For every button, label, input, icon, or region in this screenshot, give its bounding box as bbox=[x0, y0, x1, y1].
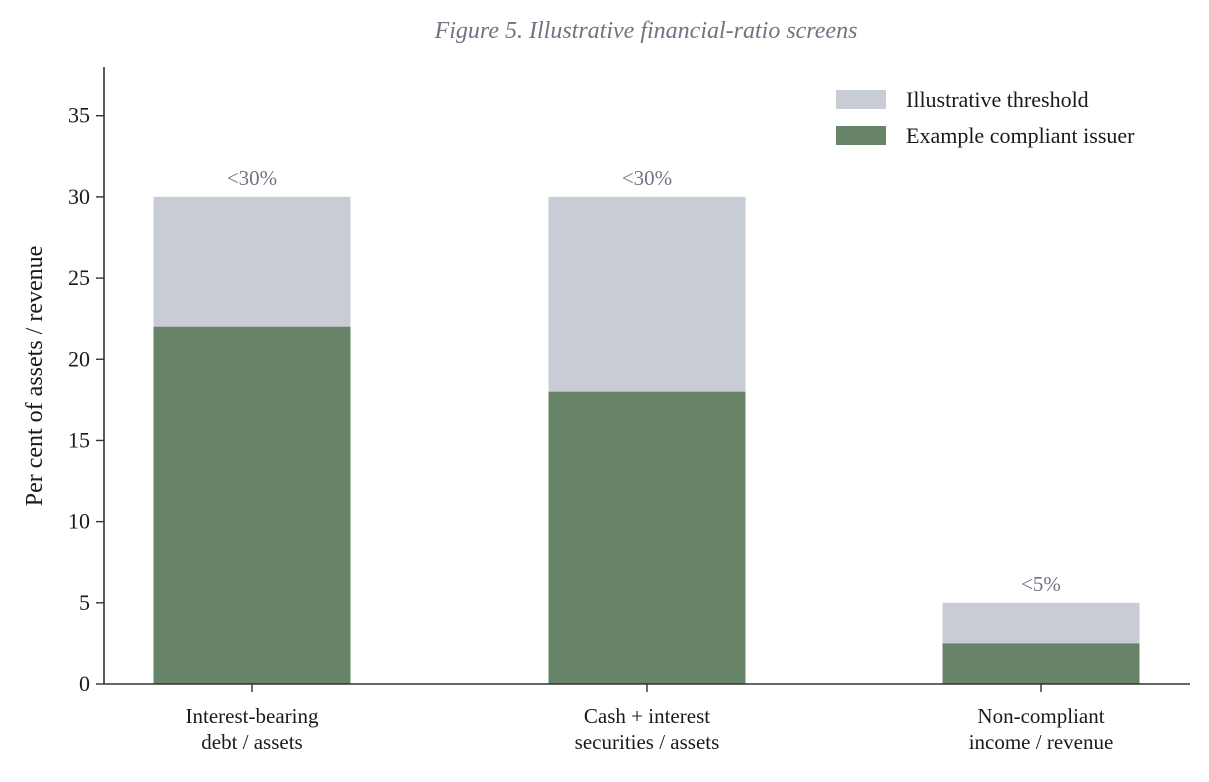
legend-label: Example compliant issuer bbox=[906, 123, 1135, 148]
x-category-label: Cash + interest securities / assets bbox=[575, 704, 720, 754]
legend-swatch bbox=[836, 90, 886, 109]
y-tick-label: 0 bbox=[79, 671, 90, 696]
x-category-label-line: income / revenue bbox=[969, 730, 1114, 754]
legend: Illustrative threshold Example compliant … bbox=[836, 87, 1135, 148]
annotations-layer: <30% <30% <5% bbox=[227, 166, 1061, 596]
y-axis-label: Per cent of assets / revenue bbox=[22, 246, 48, 507]
threshold-annotation: <5% bbox=[1021, 572, 1061, 596]
chart-title: Figure 5. Illustrative financial-ratio s… bbox=[434, 18, 858, 44]
x-category-label-line: Interest-bearing bbox=[186, 704, 319, 728]
issuer-bar-2 bbox=[548, 391, 746, 684]
threshold-annotation: <30% bbox=[622, 166, 672, 190]
y-tick-label: 5 bbox=[79, 590, 90, 615]
y-ticks: 0 5 10 15 20 25 30 35 bbox=[68, 103, 104, 696]
y-tick-label: 10 bbox=[68, 509, 90, 534]
x-category-label-line: Non-compliant bbox=[977, 704, 1104, 728]
legend-swatch bbox=[836, 126, 886, 145]
y-tick-label: 15 bbox=[68, 427, 90, 452]
issuer-bar-1 bbox=[153, 326, 351, 684]
bars-layer bbox=[153, 196, 1140, 685]
y-tick-label: 30 bbox=[68, 184, 90, 209]
y-tick-label: 25 bbox=[68, 265, 90, 290]
y-tick-label: 35 bbox=[68, 103, 90, 128]
x-category-label-line: securities / assets bbox=[575, 730, 720, 754]
x-ticks: Interest-bearing debt / assets Cash + inte… bbox=[186, 684, 1114, 754]
x-category-label-line: Cash + interest bbox=[584, 704, 710, 728]
x-category-label-line: debt / assets bbox=[201, 730, 302, 754]
x-category-label: Non-compliant income / revenue bbox=[969, 704, 1114, 754]
y-tick-label: 20 bbox=[68, 346, 90, 371]
issuer-bar-3 bbox=[942, 643, 1140, 684]
x-category-label: Interest-bearing debt / assets bbox=[186, 704, 319, 754]
threshold-annotation: <30% bbox=[227, 166, 277, 190]
legend-label: Illustrative threshold bbox=[906, 87, 1089, 112]
